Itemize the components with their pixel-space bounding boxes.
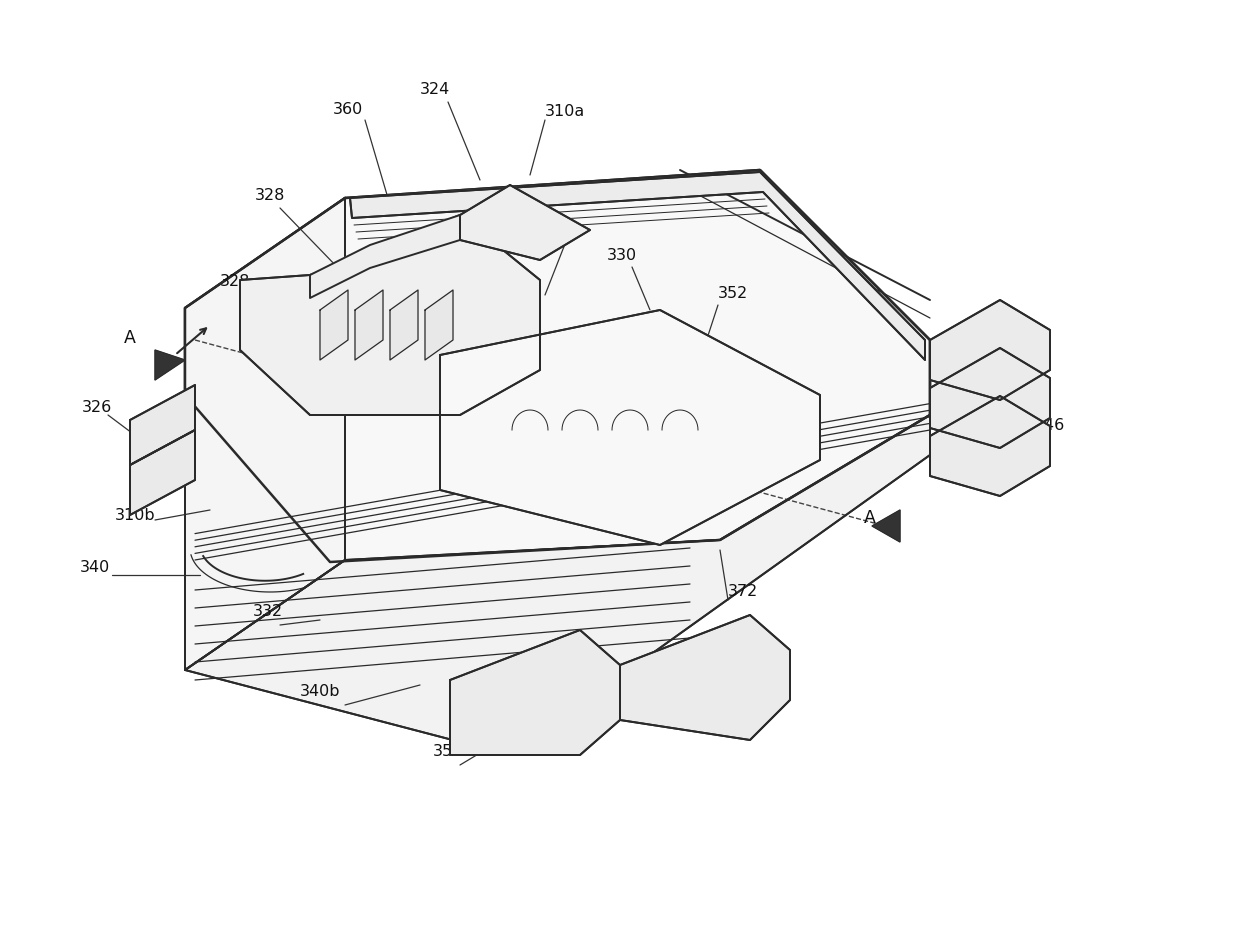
Text: 328: 328 [254, 188, 285, 203]
Polygon shape [130, 385, 195, 465]
Text: 372: 372 [728, 584, 758, 599]
Text: 344: 344 [544, 224, 575, 239]
Polygon shape [440, 310, 820, 545]
Text: 340a: 340a [480, 465, 520, 480]
Text: 310a: 310a [546, 104, 585, 119]
Text: 346: 346 [1035, 418, 1065, 433]
Text: 370: 370 [738, 635, 769, 650]
Text: A: A [124, 329, 136, 347]
Polygon shape [185, 415, 930, 755]
Polygon shape [620, 615, 790, 740]
Polygon shape [320, 290, 348, 360]
Polygon shape [355, 290, 383, 360]
Polygon shape [155, 350, 185, 380]
Text: 310b: 310b [115, 507, 156, 522]
Polygon shape [185, 198, 345, 670]
Polygon shape [872, 510, 900, 542]
Polygon shape [930, 396, 1050, 496]
Polygon shape [460, 185, 590, 260]
Polygon shape [391, 290, 418, 360]
Text: 340: 340 [81, 561, 110, 576]
Text: 324: 324 [420, 83, 450, 98]
Polygon shape [241, 215, 539, 415]
Text: 330: 330 [606, 248, 637, 263]
Polygon shape [425, 290, 453, 360]
Text: 326: 326 [82, 401, 113, 415]
Polygon shape [350, 172, 925, 360]
Polygon shape [930, 348, 1050, 448]
Polygon shape [130, 430, 195, 515]
Polygon shape [185, 170, 930, 562]
Text: 332: 332 [253, 605, 283, 620]
Polygon shape [930, 300, 1050, 400]
Text: 352: 352 [718, 285, 748, 300]
Polygon shape [310, 215, 460, 298]
Polygon shape [450, 630, 620, 755]
Text: 360: 360 [332, 102, 363, 117]
Text: 328: 328 [219, 274, 250, 289]
Text: A: A [864, 509, 875, 527]
Text: 352: 352 [433, 745, 463, 760]
Text: 340b: 340b [300, 685, 340, 700]
